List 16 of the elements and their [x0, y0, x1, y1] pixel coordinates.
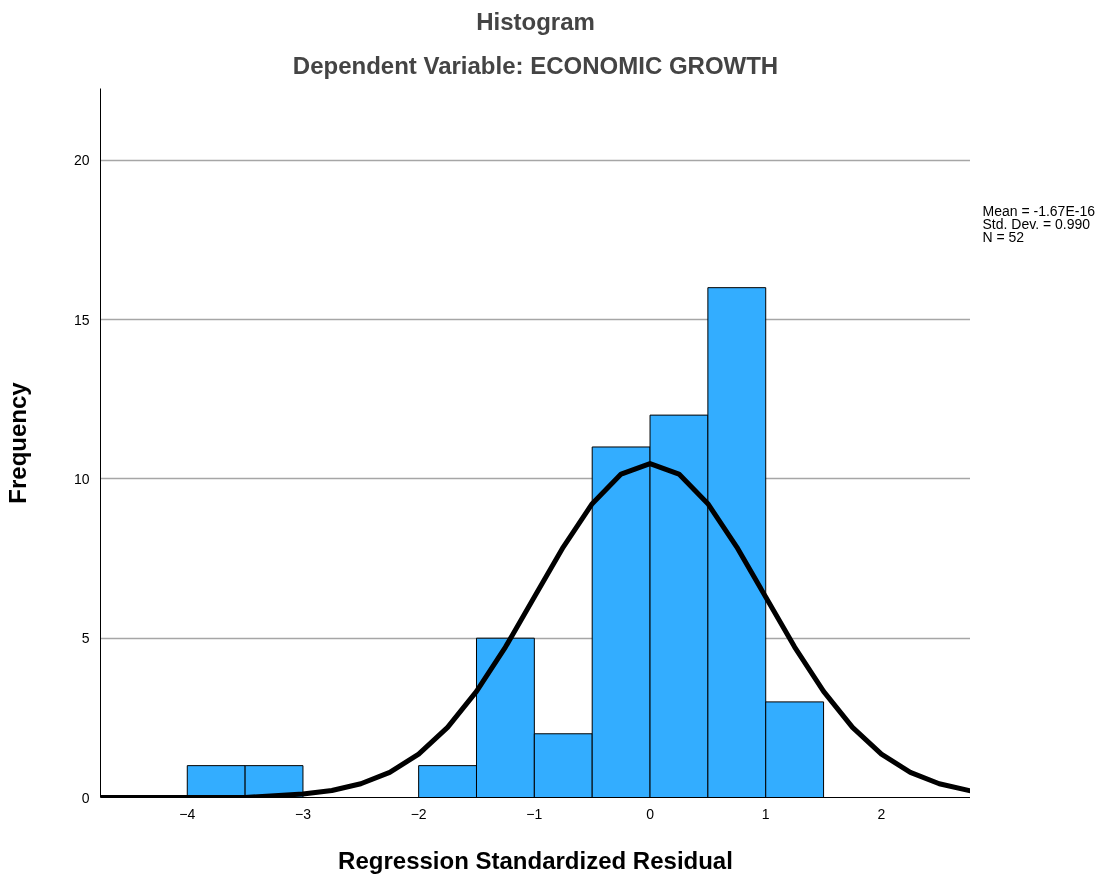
- y-tick-label: 20: [73, 152, 90, 169]
- chart-title: Histogram: [476, 7, 595, 35]
- y-tick-label: 5: [81, 630, 90, 647]
- x-tick-label: 0: [646, 805, 655, 822]
- y-tick-label: 0: [81, 789, 90, 806]
- x-axis-title: Regression Standardized Residual: [338, 846, 733, 874]
- x-tick-label: −3: [294, 805, 312, 822]
- x-tick-label: 2: [877, 805, 886, 822]
- y-axis-title: Frequency: [3, 381, 31, 504]
- y-tick-label: 15: [73, 311, 90, 328]
- x-tick-label: −1: [526, 805, 543, 822]
- y-tick-label: 10: [73, 470, 90, 487]
- x-tick-label: −4: [179, 805, 196, 822]
- x-tick-label: 1: [761, 805, 770, 822]
- x-tick-label: −2: [410, 805, 427, 822]
- chart-subtitle: Dependent Variable: ECONOMIC GROWTH: [292, 51, 779, 79]
